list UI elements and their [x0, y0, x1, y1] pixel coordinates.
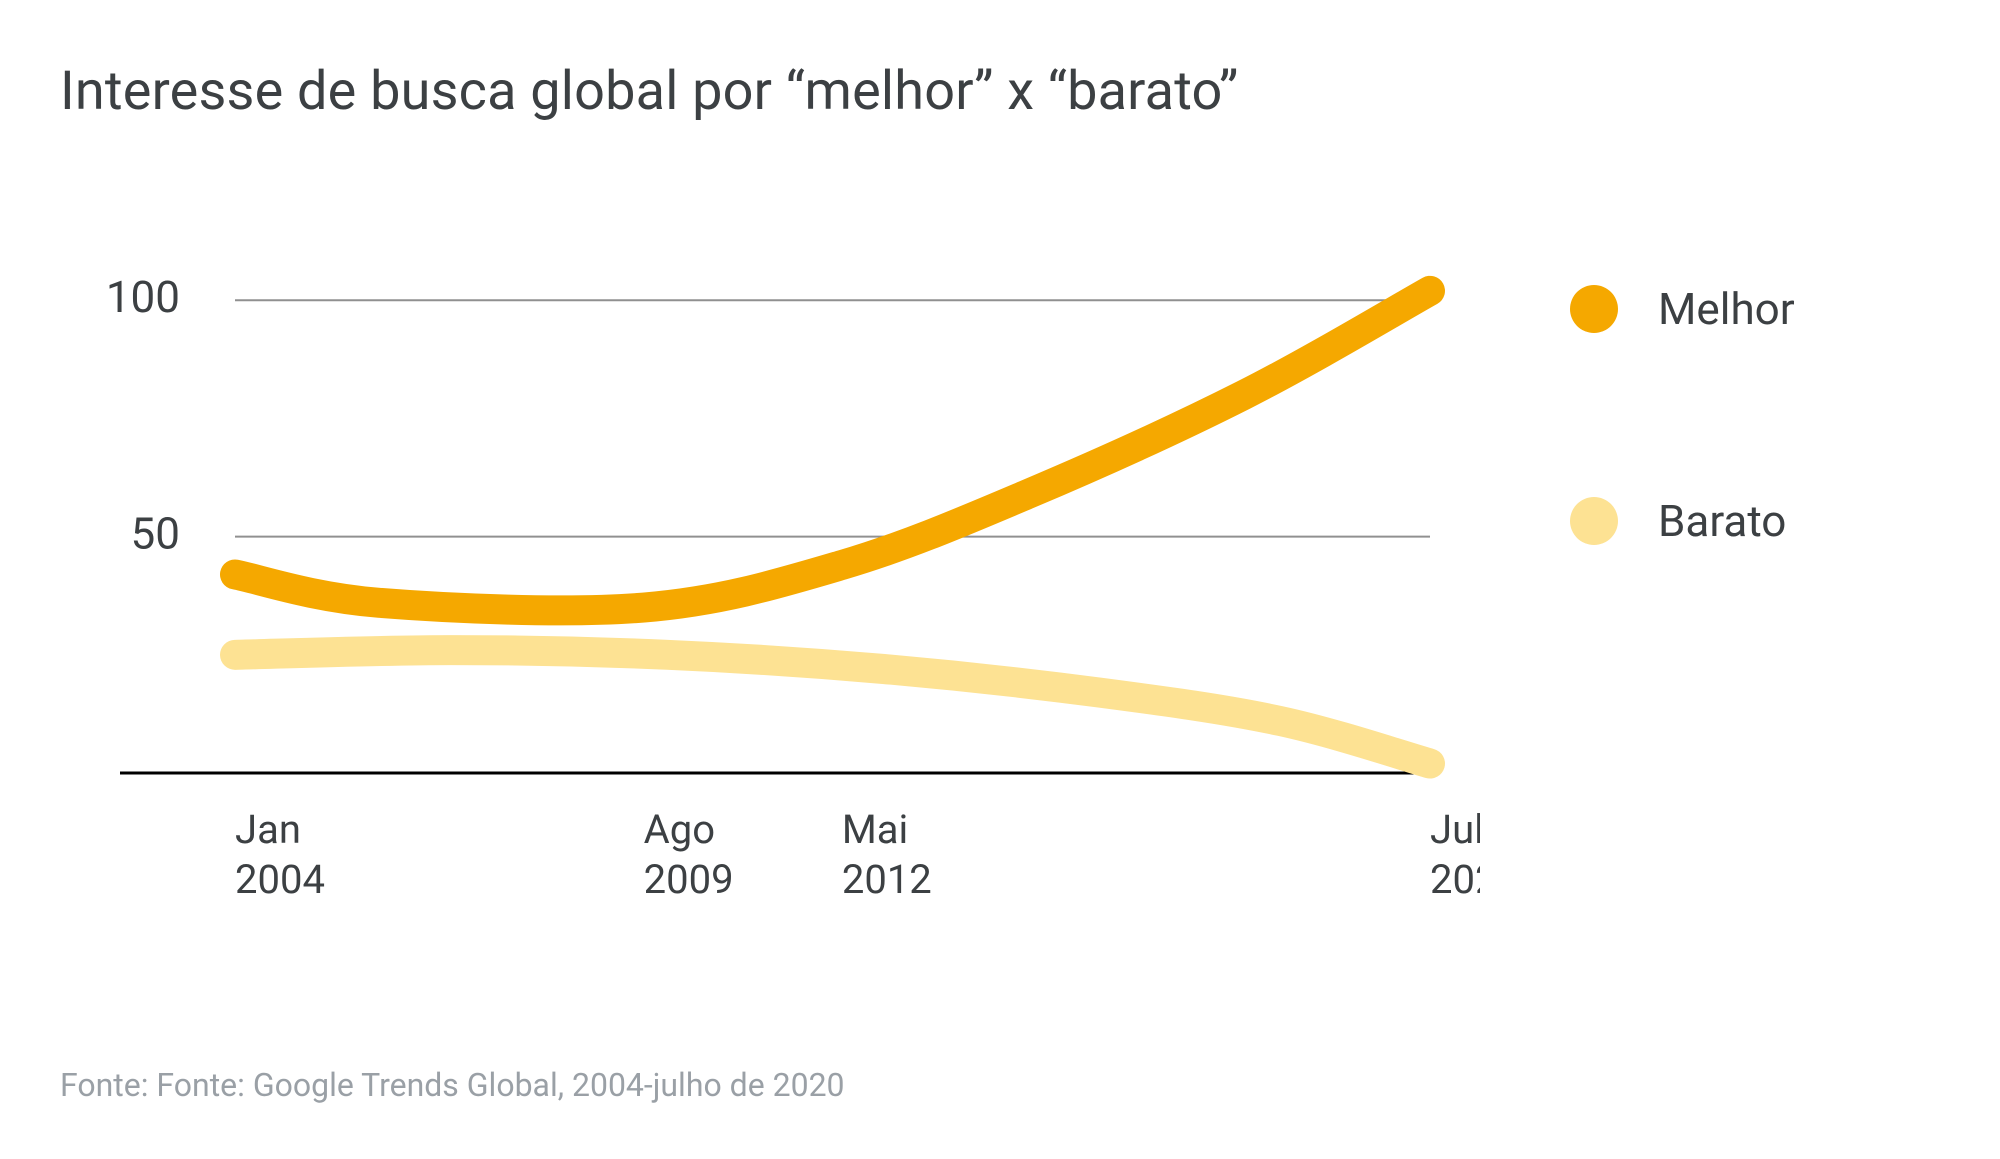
legend: Melhor Barato [1570, 283, 1795, 707]
chart-footer-source: Fonte: Fonte: Google Trends Global, 2004… [60, 1066, 845, 1104]
svg-text:Ago: Ago [644, 806, 715, 853]
chart-page: Interesse de busca global por “melhor” x… [0, 0, 2000, 1159]
legend-swatch-barato [1570, 497, 1618, 545]
legend-label-melhor: Melhor [1658, 283, 1795, 335]
svg-text:Jul: Jul [1430, 806, 1480, 853]
svg-text:2009: 2009 [644, 856, 734, 903]
svg-text:100: 100 [106, 271, 180, 323]
svg-text:Mai: Mai [842, 806, 908, 853]
chart-area: 50 100 Jan2004 Ago2009 Mai2012 Jul2020 [60, 163, 1480, 923]
line-chart-svg: 50 100 Jan2004 Ago2009 Mai2012 Jul2020 [60, 163, 1480, 923]
series-barato [235, 650, 1430, 763]
svg-text:2004: 2004 [235, 856, 325, 903]
chart-title: Interesse de busca global por “melhor” x… [60, 60, 1940, 123]
chart-row: 50 100 Jan2004 Ago2009 Mai2012 Jul2020 Melhor… [60, 163, 1940, 923]
legend-swatch-melhor [1570, 285, 1618, 333]
svg-text:2012: 2012 [842, 856, 932, 903]
legend-item-barato: Barato [1570, 495, 1795, 547]
svg-text:50: 50 [131, 507, 180, 559]
svg-text:Jan: Jan [235, 806, 301, 853]
legend-label-barato: Barato [1658, 495, 1786, 547]
legend-item-melhor: Melhor [1570, 283, 1795, 335]
series-melhor [235, 291, 1430, 611]
svg-text:2020: 2020 [1430, 856, 1480, 903]
